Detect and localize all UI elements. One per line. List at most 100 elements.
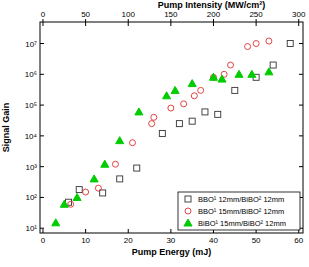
x-tick — [42, 22, 43, 26]
point — [117, 176, 123, 182]
x2-tick — [256, 19, 257, 22]
data-points — [52, 38, 293, 226]
point — [287, 41, 293, 47]
x2-tick-label: 250 — [249, 10, 263, 19]
legend-box — [178, 192, 300, 230]
x-axis-label: Pump Energy (mJ) — [132, 247, 212, 257]
x-tick — [128, 22, 129, 26]
x-tick — [213, 22, 214, 26]
point — [253, 41, 259, 47]
point — [171, 86, 179, 93]
point — [52, 219, 60, 226]
x2-tick-label: 100 — [122, 10, 136, 19]
y-tick-label: 10⁴ — [25, 132, 38, 141]
y-tick — [299, 43, 303, 44]
point — [210, 74, 216, 80]
legend: BBO¹ 12mm/BiBO² 12mmBBO¹ 15mm/BiBO² 12mm… — [178, 192, 300, 230]
x-tick-label: 60 — [294, 236, 303, 245]
y-tick — [299, 135, 303, 136]
x2-axis-label: Pump Intensity (MW/cm²) — [158, 0, 266, 10]
point — [90, 175, 98, 182]
x2-tick-label: 50 — [81, 10, 90, 19]
point — [235, 70, 243, 77]
point — [163, 92, 171, 99]
point — [116, 137, 124, 144]
x-tick — [85, 229, 86, 233]
point — [129, 140, 135, 146]
point — [151, 114, 157, 120]
y-tick-label: 10² — [25, 193, 37, 202]
x2-tick-label: 150 — [164, 10, 178, 19]
x2-tick — [42, 19, 43, 22]
point — [60, 200, 68, 207]
point — [176, 121, 182, 127]
x-tick — [298, 22, 299, 26]
point — [215, 111, 221, 117]
point — [168, 105, 174, 111]
x2-tick-label: 0 — [41, 10, 46, 19]
x-tick — [128, 229, 129, 233]
point — [202, 109, 208, 115]
x2-tick-label: 300 — [292, 10, 306, 19]
x2-tick — [170, 19, 171, 22]
point — [181, 101, 187, 107]
x-tick-label: 40 — [209, 236, 218, 245]
y-tick-label: 10⁵ — [25, 101, 37, 110]
plot-frame — [40, 22, 303, 233]
point — [228, 62, 234, 68]
legend-label: BBO¹ 15mm/BiBO² 12mm — [198, 207, 284, 216]
legend-marker — [184, 219, 192, 226]
point — [149, 121, 155, 127]
point — [209, 73, 217, 80]
point — [191, 93, 197, 99]
x2-tick — [298, 19, 299, 22]
point — [270, 62, 276, 68]
point — [265, 68, 273, 75]
y-tick — [40, 43, 44, 44]
x2-tick-label: 200 — [207, 10, 221, 19]
y-tick-label: 10³ — [25, 163, 37, 172]
y-tick — [40, 197, 44, 198]
x-tick — [170, 229, 171, 233]
x-tick — [170, 22, 171, 26]
point — [266, 38, 272, 44]
point — [73, 193, 81, 200]
y-tick — [299, 105, 303, 106]
y-tick — [40, 74, 44, 75]
legend-marker — [185, 208, 191, 214]
x-tick-label: 0 — [41, 236, 46, 245]
x-tick-label: 10 — [81, 236, 90, 245]
y-tick — [40, 135, 44, 136]
point — [112, 161, 118, 167]
y-tick — [40, 166, 44, 167]
x-tick — [42, 229, 43, 233]
x-tick — [256, 22, 257, 26]
legend-marker — [185, 196, 191, 202]
y-tick — [40, 105, 44, 106]
chart: 010203040506005010015020025030010¹10²10³… — [0, 0, 309, 267]
point — [189, 118, 195, 124]
point — [101, 160, 109, 167]
y-tick — [40, 228, 44, 229]
y-tick-label: 10¹ — [25, 224, 37, 233]
point — [218, 75, 226, 82]
x2-tick — [213, 19, 214, 22]
y-tick-label: 10⁶ — [25, 70, 37, 79]
x2-tick — [128, 19, 129, 22]
point — [248, 70, 256, 77]
legend-label: BiBO¹ 15mm/BiBO² 12mm — [198, 219, 286, 228]
point — [83, 189, 89, 195]
point — [232, 87, 238, 93]
y-tick — [299, 74, 303, 75]
point — [198, 87, 204, 93]
x2-tick — [85, 19, 86, 22]
x-tick-label: 20 — [124, 236, 133, 245]
point — [76, 187, 82, 193]
point — [134, 165, 140, 171]
point — [159, 130, 165, 136]
point — [95, 185, 101, 191]
y-axis-label: Signal Gain — [1, 103, 11, 153]
x-tick-label: 30 — [166, 236, 175, 245]
point — [188, 80, 196, 87]
point — [135, 108, 143, 115]
